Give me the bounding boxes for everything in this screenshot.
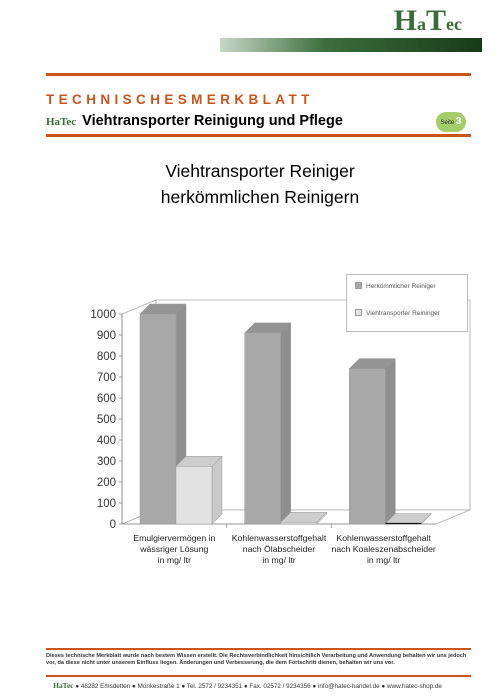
footer-disclaimer: Dieses technische Merkblatt wurde nach b… xyxy=(46,653,467,666)
y-tick-label: 500 xyxy=(97,414,116,426)
y-tick-label: 0 xyxy=(110,519,116,531)
chart-title-line-1: Viehtransporter Reiniger xyxy=(165,161,355,181)
y-tick-label: 100 xyxy=(97,498,116,510)
logo-wordmark: HaTec xyxy=(393,4,462,37)
bar-herkoemmlich-2 xyxy=(244,332,281,525)
y-tick-label: 700 xyxy=(97,372,116,384)
chart-title-line-2: herkömmlichen Reinigern xyxy=(160,187,360,207)
x-category-label: wässriger Lösung xyxy=(139,544,208,554)
legend-label-herkoemmlich: Herkömmlicher Reiniger xyxy=(366,283,436,290)
footer-contact-line: HaTec ● 48282 Emsdetten ● Mörikestraße 1… xyxy=(0,681,495,690)
x-category-label: in mg/ ltr xyxy=(262,555,295,565)
footer-brand: HaTec xyxy=(53,681,74,690)
y-tick-label: 600 xyxy=(97,393,116,405)
x-category-label: Emulgiervermögen in xyxy=(133,533,215,543)
hatec-logo: HaTec xyxy=(360,6,480,58)
header-bottom-rule xyxy=(46,134,471,137)
header-top-rule xyxy=(46,73,471,76)
y-tick-label: 800 xyxy=(97,351,116,363)
bar-side-herkoemmlich-3 xyxy=(385,357,396,525)
legend-label-viehtransporter: Viehtransporter Reininger xyxy=(366,310,440,317)
footer-top-rule xyxy=(46,648,471,650)
bar-viehtransporter-2 xyxy=(280,522,317,525)
footer-contact: ● 48282 Emsdetten ● Mörikestraße 1 ● Tel… xyxy=(75,683,442,690)
y-tick-label: 900 xyxy=(97,330,116,342)
legend-item-herkoemmlich: Herkömmlicher Reiniger xyxy=(355,282,436,290)
document-type-title: TECHNISCHESMERKBLATT xyxy=(46,92,314,107)
x-category-label: in mg/ ltr xyxy=(158,555,191,565)
page-badge: Seite 3 xyxy=(436,112,466,132)
bar-herkoemmlich-1 xyxy=(139,313,177,525)
logo-tagline: ...Ihr Partner für Industrie und Handwer… xyxy=(386,77,468,87)
bar-side-herkoemmlich-2 xyxy=(280,322,291,525)
brand-mark: HaTec xyxy=(46,116,77,128)
x-category-label: nach Koaleszenabscheider xyxy=(332,544,436,554)
bar-herkoemmlich-3 xyxy=(349,368,386,525)
x-category-label: Kohlenwasserstoffgehalt xyxy=(336,533,431,543)
y-tick-label: 200 xyxy=(97,477,116,489)
x-category-label: nach Ölabscheider xyxy=(243,544,316,554)
bar-side-viehtransporter-1 xyxy=(211,455,223,525)
x-category-label: Kohlenwasserstoffgehalt xyxy=(232,533,327,543)
y-tick-label: 300 xyxy=(97,456,116,468)
x-category-label: in mg/ ltr xyxy=(367,555,400,565)
document-subtitle-row: HaTec Viehtransporter Reinigung und Pfleg… xyxy=(46,112,343,130)
bar-viehtransporter-1 xyxy=(175,466,213,525)
legend-swatch-herkoemmlich xyxy=(355,282,362,289)
y-tick-label: 1000 xyxy=(90,309,116,321)
legend-item-viehtransporter: Viehtransporter Reininger xyxy=(355,309,440,317)
logo-banner: ...Ihr Partner für Industrie und Handwer… xyxy=(220,38,482,87)
document-subtitle: Viehtransporter Reinigung und Pflege xyxy=(82,113,343,129)
chart-legend: Herkömmlicher Reiniger Viehtransporter R… xyxy=(346,274,468,332)
page-number: 3 xyxy=(455,116,462,127)
y-tick-label: 400 xyxy=(97,435,116,447)
page-label: Seite xyxy=(440,120,455,126)
footer-bottom-rule xyxy=(46,675,471,677)
legend-swatch-viehtransporter xyxy=(355,309,362,316)
